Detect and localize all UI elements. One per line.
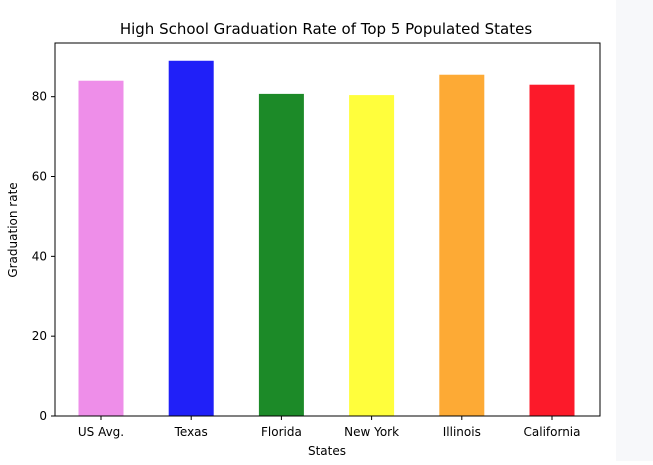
x-tick-label: Illinois — [443, 425, 481, 439]
bar-california — [529, 84, 575, 416]
y-tick-label: 60 — [32, 170, 47, 184]
bar-texas — [168, 60, 214, 417]
x-tick-label: Texas — [174, 425, 208, 439]
y-tick-label: 0 — [39, 409, 47, 423]
y-tick-label: 80 — [32, 90, 47, 104]
bar-chart: High School Graduation Rate of Top 5 Pop… — [6, 20, 601, 458]
x-axis: US Avg. Texas Florida New York Illinois Calif… — [78, 416, 581, 439]
plot-frame — [54, 42, 601, 417]
chart-figure: High School Graduation Rate of Top 5 Pop… — [6, 20, 601, 458]
x-tick-label: Florida — [261, 425, 302, 439]
x-axis-label: States — [308, 444, 346, 458]
y-tick-label: 40 — [32, 249, 47, 263]
y-tick-label: 20 — [32, 329, 47, 343]
x-tick-label: New York — [344, 425, 399, 439]
bar-new-york — [349, 95, 395, 416]
x-tick-label: US Avg. — [78, 425, 124, 439]
bar-florida — [258, 93, 304, 416]
y-axis: 0 20 40 60 80 — [32, 90, 55, 423]
bars-group — [78, 60, 575, 417]
bar-illinois — [439, 74, 485, 417]
bar-us-avg — [78, 80, 124, 416]
chart-title: High School Graduation Rate of Top 5 Pop… — [120, 20, 532, 38]
y-axis-label: Graduation rate — [6, 182, 20, 277]
side-panel — [616, 0, 653, 461]
x-tick-label: California — [524, 425, 581, 439]
